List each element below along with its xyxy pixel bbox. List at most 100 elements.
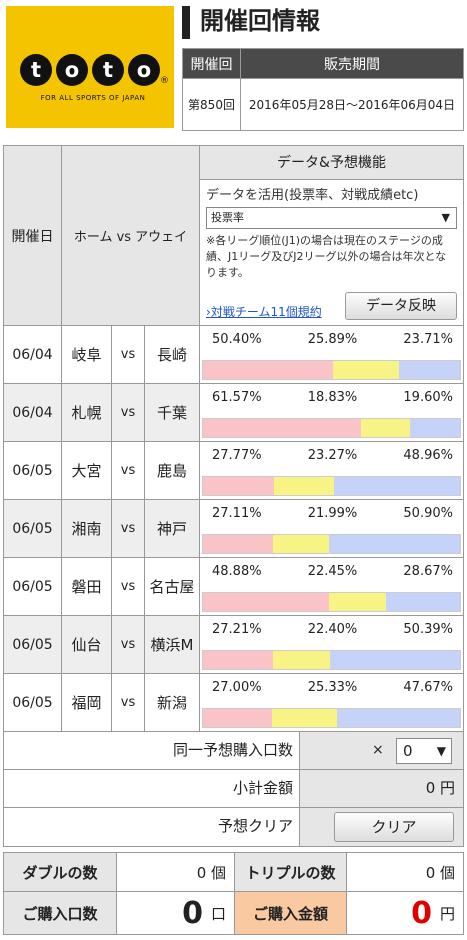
draw-rate-segment [361,419,410,437]
home-team: 磐田 [62,558,112,615]
purchase-units: 0 口 [117,891,235,935]
match-date: 06/05 [4,442,62,499]
away-rate-segment [399,361,460,379]
draw-vote-rate: 22.45% [307,564,358,579]
home-rate-segment [203,419,362,437]
vote-rate-cell: 27.77% 23.27% 48.96% [200,442,463,499]
vote-rate-cell: 61.57% 18.83% 19.60% [200,384,463,441]
same-prediction-select[interactable]: 0 ▼ [396,738,452,764]
subtotal-value: 0 円 [300,770,463,807]
away-team: 千葉 [145,384,200,441]
purchase-units-value: 0 [182,895,203,931]
same-prediction-label: 同一予想購入口数 [4,732,300,769]
away-vote-rate: 48.96% [403,448,453,463]
logo-tagline: FOR ALL SPORTS OF JAPAN [40,94,146,102]
away-vote-rate: 47.67% [403,680,453,695]
home-vote-rate: 48.88% [212,564,262,579]
round-number: 第850回 [182,78,241,131]
vote-rate-bar [202,534,461,554]
away-vote-rate: 28.67% [403,564,453,579]
terms-link-label: 対戦チーム11個規約 [210,305,322,319]
draw-vote-rate: 18.83% [307,390,358,405]
vote-rate-bar [202,650,461,670]
draw-rate-segment [332,361,400,379]
clear-button[interactable]: クリア [334,812,454,842]
vote-rate-cell: 27.00% 25.33% 47.67% [200,674,463,731]
dropdown-triangle-icon: ▼ [436,744,446,758]
home-team: 湘南 [62,500,112,557]
away-rate-segment [330,651,460,669]
away-rate-segment [329,535,460,553]
triple-count-value: 0 個 [347,852,464,892]
feature-subtitle: データを活用(投票率、対戦成績etc) [206,188,419,203]
draw-vote-rate: 25.89% [307,332,358,347]
sales-period: 2016年05月28日～2016年06月04日 [240,78,464,131]
dropdown-triangle-icon: ▼ [441,211,450,224]
subtotal-label: 小計金額 [4,770,300,807]
logo-letter-o1: o [56,54,88,86]
home-team: 札幌 [62,384,112,441]
terms-link[interactable]: ›対戦チーム11個規約 [206,305,322,319]
home-rate-segment [203,535,273,553]
draw-rate-segment [328,593,387,611]
logo-letter-t2: t [92,54,124,86]
vote-rate-cell: 50.40% 25.89% 23.71% [200,326,463,383]
feature-title: データ&予想機能 [200,146,463,180]
match-date: 06/04 [4,326,62,383]
vs-label: vs [112,674,145,731]
match-date: 06/05 [4,616,62,673]
home-rate-segment [203,593,329,611]
match-date: 06/05 [4,558,62,615]
home-rate-segment [203,709,273,727]
away-team: 新潟 [145,674,200,731]
vote-rate-cell: 27.11% 21.99% 50.90% [200,500,463,557]
home-vote-rate: 61.57% [212,390,262,405]
purchase-amount-value: 0 [411,895,432,931]
draw-rate-segment [274,477,335,495]
date-column-header: 開催日 [4,146,62,325]
match-table: 開催日 ホーム vs アウェイ データ&予想機能 データを活用(投票率、対戦成績… [3,145,464,847]
draw-vote-rate: 23.27% [307,448,358,463]
home-vote-rate: 50.40% [212,332,262,347]
logo-letter-t1: t [20,54,52,86]
vote-rate-bar [202,592,461,612]
purchase-summary-row: ご購入口数 0 口 ご購入金額 0 円 [3,891,464,935]
purchase-amount: 0 円 [347,891,464,935]
logo-letter-o2: o [128,54,160,86]
data-note: ※各リーグ順位(J1)の場合は現在のステージの成績、J1リーグ及びJ2リーグ以外… [206,234,447,279]
double-count-value: 0 個 [117,852,235,892]
same-prediction-value: 0 [403,742,413,760]
home-team: 大宮 [62,442,112,499]
purchase-units-unit: 口 [210,904,226,923]
draw-rate-segment [272,709,338,727]
away-team: 神戸 [145,500,200,557]
reflect-data-button[interactable]: データ反映 [345,292,457,320]
away-team: 鹿島 [145,442,200,499]
vs-label: vs [112,326,145,383]
vote-rate-bar [202,476,461,496]
vote-rate-bar [202,708,461,728]
match-row: 06/05 福岡 vs 新潟 27.00% 25.33% 47.67% [4,674,463,732]
match-row: 06/05 磐田 vs 名古屋 48.88% 22.45% 28.67% [4,558,463,616]
data-feature-panel: データ&予想機能 データを活用(投票率、対戦成績etc) 投票率 ▼ ※各リーグ… [200,146,463,325]
match-row: 06/04 岐阜 vs 長崎 50.40% 25.89% 23.71% [4,326,463,384]
away-vote-rate: 23.71% [403,332,453,347]
clear-label: 予想クリア [4,808,300,846]
match-date: 06/04 [4,384,62,441]
clear-row: 予想クリア クリア [4,808,463,846]
match-date: 06/05 [4,674,62,731]
vs-label: vs [112,384,145,441]
same-prediction-row: 同一予想購入口数 × 0 ▼ [4,732,463,770]
triple-count-label: トリプルの数 [235,852,347,892]
home-team: 岐阜 [62,326,112,383]
away-vote-rate: 19.60% [403,390,453,405]
home-vote-rate: 27.00% [212,680,262,695]
data-type-select[interactable]: 投票率 ▼ [206,207,457,229]
home-vote-rate: 27.21% [212,622,262,637]
draw-vote-rate: 21.99% [307,506,358,521]
logo-registered-mark: ® [160,76,169,86]
vs-label: vs [112,442,145,499]
away-rate-segment [337,709,460,727]
away-rate-segment [409,419,460,437]
away-rate-segment [386,593,460,611]
